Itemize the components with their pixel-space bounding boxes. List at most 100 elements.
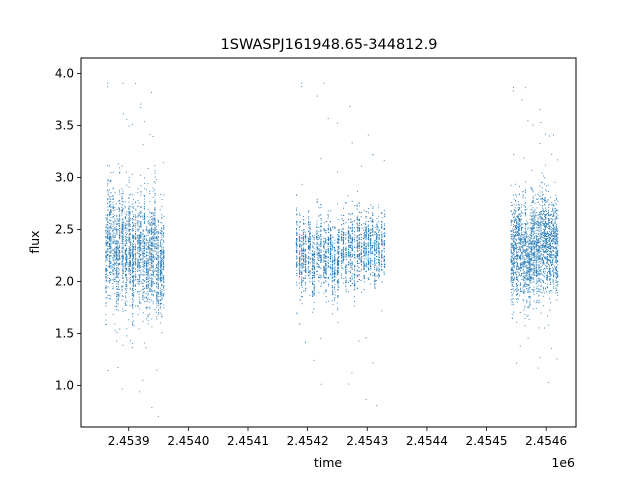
data-point	[163, 307, 165, 309]
data-point	[151, 212, 153, 214]
data-point	[133, 254, 135, 256]
data-point	[128, 208, 130, 210]
data-point	[163, 294, 165, 296]
data-point	[336, 171, 338, 173]
data-point	[149, 261, 151, 263]
data-point	[161, 285, 163, 287]
data-point	[125, 238, 127, 240]
data-point	[112, 283, 114, 285]
data-point	[133, 261, 135, 263]
data-point	[157, 265, 159, 267]
data-point	[354, 300, 356, 302]
data-point	[129, 263, 131, 265]
data-point	[112, 221, 114, 223]
data-point	[323, 244, 325, 246]
data-point	[132, 248, 134, 250]
data-point	[137, 239, 139, 241]
data-point	[137, 267, 139, 269]
data-point	[137, 213, 139, 215]
data-point	[126, 291, 128, 293]
data-point	[307, 240, 309, 242]
data-point	[305, 240, 307, 242]
data-point	[147, 209, 149, 211]
data-point	[135, 249, 137, 251]
data-point	[149, 274, 151, 276]
data-point	[320, 222, 322, 224]
data-point	[376, 405, 378, 407]
data-point	[124, 226, 126, 228]
data-point	[156, 291, 158, 293]
data-point	[110, 223, 112, 225]
data-point	[129, 247, 131, 249]
data-point	[360, 264, 362, 266]
data-point	[138, 250, 140, 252]
data-point	[342, 268, 344, 270]
data-point	[301, 296, 303, 298]
data-point	[142, 273, 144, 275]
data-point	[144, 247, 146, 249]
data-point	[110, 243, 112, 245]
data-point	[124, 288, 126, 290]
data-point	[157, 271, 159, 273]
data-point	[112, 223, 114, 225]
data-point	[121, 285, 123, 287]
data-point	[329, 238, 331, 240]
data-point	[320, 226, 322, 228]
data-point	[330, 264, 332, 266]
data-point	[125, 274, 127, 276]
data-point	[359, 241, 360, 243]
data-point	[154, 202, 156, 204]
data-point	[163, 264, 165, 266]
data-point	[112, 235, 114, 237]
data-point	[135, 277, 137, 279]
data-point	[320, 207, 322, 209]
data-point	[378, 229, 380, 231]
data-point	[374, 258, 376, 260]
data-point	[147, 243, 149, 245]
data-point	[363, 235, 365, 237]
data-point	[157, 284, 159, 286]
data-point	[348, 264, 350, 266]
data-point	[128, 230, 130, 232]
data-point	[378, 243, 380, 245]
data-point	[341, 248, 343, 250]
data-point	[302, 233, 304, 235]
data-point	[125, 250, 127, 252]
data-point	[114, 254, 116, 256]
data-point	[301, 264, 303, 266]
data-point	[140, 250, 142, 252]
data-point	[135, 279, 137, 281]
data-point	[378, 239, 380, 241]
data-point	[152, 266, 154, 268]
data-point	[124, 212, 126, 214]
data-point	[107, 274, 109, 276]
data-point	[325, 290, 327, 292]
data-point	[342, 252, 344, 254]
data-point	[370, 229, 372, 231]
data-point	[132, 239, 134, 241]
data-point	[129, 262, 131, 264]
data-point	[132, 287, 134, 289]
data-point	[124, 274, 126, 276]
data-point	[374, 226, 376, 228]
data-point	[342, 259, 344, 261]
data-point	[370, 253, 372, 255]
data-point	[122, 226, 124, 228]
data-point	[161, 206, 163, 208]
data-point	[338, 238, 340, 240]
data-point	[368, 242, 370, 244]
data-point	[119, 189, 121, 191]
data-point	[345, 258, 347, 260]
data-point	[330, 248, 332, 250]
data-point	[345, 234, 347, 236]
data-point	[151, 233, 153, 235]
data-point	[144, 215, 145, 217]
data-point	[161, 231, 163, 233]
data-point	[139, 302, 141, 304]
data-point	[163, 254, 165, 256]
data-point	[337, 296, 339, 298]
data-point	[370, 204, 372, 206]
data-point	[304, 258, 306, 260]
data-point	[147, 281, 149, 283]
data-point	[128, 239, 130, 241]
